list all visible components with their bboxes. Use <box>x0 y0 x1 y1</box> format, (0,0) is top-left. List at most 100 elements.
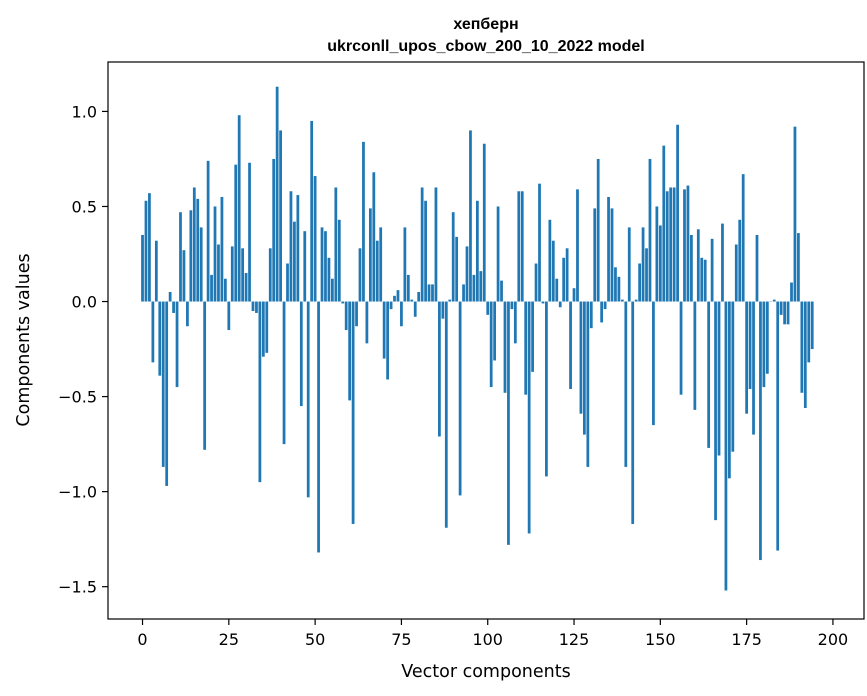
bar-150 <box>658 225 662 302</box>
bar-87 <box>441 301 445 319</box>
bar-53 <box>324 231 327 302</box>
bar-3 <box>151 301 155 363</box>
bar-104 <box>500 280 503 302</box>
bar-133 <box>600 301 604 323</box>
bar-86 <box>438 301 441 437</box>
chart-title-line2: ukrconll_upos_cbow_200_10_2022 model <box>327 38 644 55</box>
bar-170 <box>727 301 731 479</box>
bar-55 <box>331 278 334 302</box>
bar-110 <box>520 191 524 302</box>
bar-58 <box>341 301 345 304</box>
bar-61 <box>351 301 355 524</box>
bar-160 <box>693 301 697 410</box>
bar-95 <box>469 130 472 302</box>
bar-174 <box>741 174 745 302</box>
bar-147 <box>648 158 652 302</box>
bar-40 <box>279 130 282 302</box>
bar-64 <box>362 141 365 302</box>
bar-20 <box>210 274 213 302</box>
y-tick-label-0: 1.0 <box>72 102 97 121</box>
bar-60 <box>348 301 352 401</box>
bar-138 <box>617 276 621 302</box>
bar-83 <box>427 284 431 302</box>
bar-189 <box>793 126 797 302</box>
bar-180 <box>762 301 766 388</box>
bar-30 <box>244 273 248 302</box>
bar-21 <box>213 206 217 302</box>
bar-146 <box>645 248 648 302</box>
bar-139 <box>620 299 624 302</box>
y-tick-label-1: 0.5 <box>72 197 97 216</box>
bar-193 <box>807 301 811 363</box>
bar-46 <box>299 301 303 407</box>
bar-156 <box>679 301 683 395</box>
y-tick-label-3: −0.5 <box>58 388 97 407</box>
bar-47 <box>303 231 307 302</box>
bar-63 <box>358 248 362 302</box>
x-tick-label-7: 175 <box>731 630 762 649</box>
bar-74 <box>396 290 400 302</box>
bar-117 <box>545 301 548 477</box>
bar-1 <box>144 200 148 302</box>
bar-90 <box>451 212 455 302</box>
bar-71 <box>386 301 389 380</box>
bar-54 <box>327 257 331 302</box>
bar-23 <box>220 196 224 302</box>
bar-125 <box>572 288 576 302</box>
bar-17 <box>199 227 203 302</box>
bar-68 <box>375 240 379 302</box>
bar-153 <box>669 187 673 302</box>
bar-88 <box>444 301 448 528</box>
bar-94 <box>465 246 469 302</box>
bar-102 <box>493 301 497 361</box>
bar-126 <box>576 189 579 302</box>
bar-129 <box>586 301 590 467</box>
bar-144 <box>638 263 641 302</box>
bar-35 <box>261 301 265 357</box>
bar-155 <box>676 124 679 302</box>
bar-177 <box>752 301 755 435</box>
x-tick-label-4: 100 <box>472 630 503 649</box>
bar-181 <box>765 301 769 374</box>
chart-title-line1: хепберн <box>453 16 518 33</box>
bar-72 <box>389 301 393 310</box>
bar-130 <box>589 301 593 329</box>
bar-22 <box>217 244 220 302</box>
plot-frame <box>107 61 865 620</box>
bar-42 <box>286 263 289 302</box>
bar-183 <box>772 299 776 302</box>
bar-16 <box>196 198 200 302</box>
bar-9 <box>172 301 175 313</box>
bar-33 <box>255 301 258 313</box>
x-axis-label: Vector components <box>401 662 570 682</box>
bar-25 <box>227 301 231 331</box>
bar-84 <box>431 284 434 302</box>
bar-100 <box>486 301 490 315</box>
bar-32 <box>251 301 255 312</box>
bar-152 <box>665 191 669 302</box>
bar-24 <box>223 278 227 302</box>
bar-186 <box>783 301 786 325</box>
bar-48 <box>306 301 310 498</box>
bar-158 <box>686 185 690 302</box>
bar-140 <box>624 301 628 467</box>
bar-161 <box>696 229 700 302</box>
bar-27 <box>234 164 238 302</box>
y-axis-label: Components values <box>14 253 34 426</box>
bar-96 <box>472 274 476 302</box>
bar-99 <box>482 143 486 302</box>
bar-108 <box>513 301 517 344</box>
bar-31 <box>248 162 251 302</box>
bar-190 <box>797 233 800 302</box>
bar-8 <box>168 292 172 302</box>
bar-187 <box>786 301 790 325</box>
y-tick-label-2: 0.0 <box>72 293 97 312</box>
bar-26 <box>230 246 234 302</box>
bar-167 <box>717 301 721 456</box>
bar-124 <box>569 301 572 389</box>
bar-188 <box>790 282 793 302</box>
bar-85 <box>434 187 438 302</box>
x-tick-label-0: 0 <box>137 630 147 649</box>
bar-119 <box>551 240 555 302</box>
